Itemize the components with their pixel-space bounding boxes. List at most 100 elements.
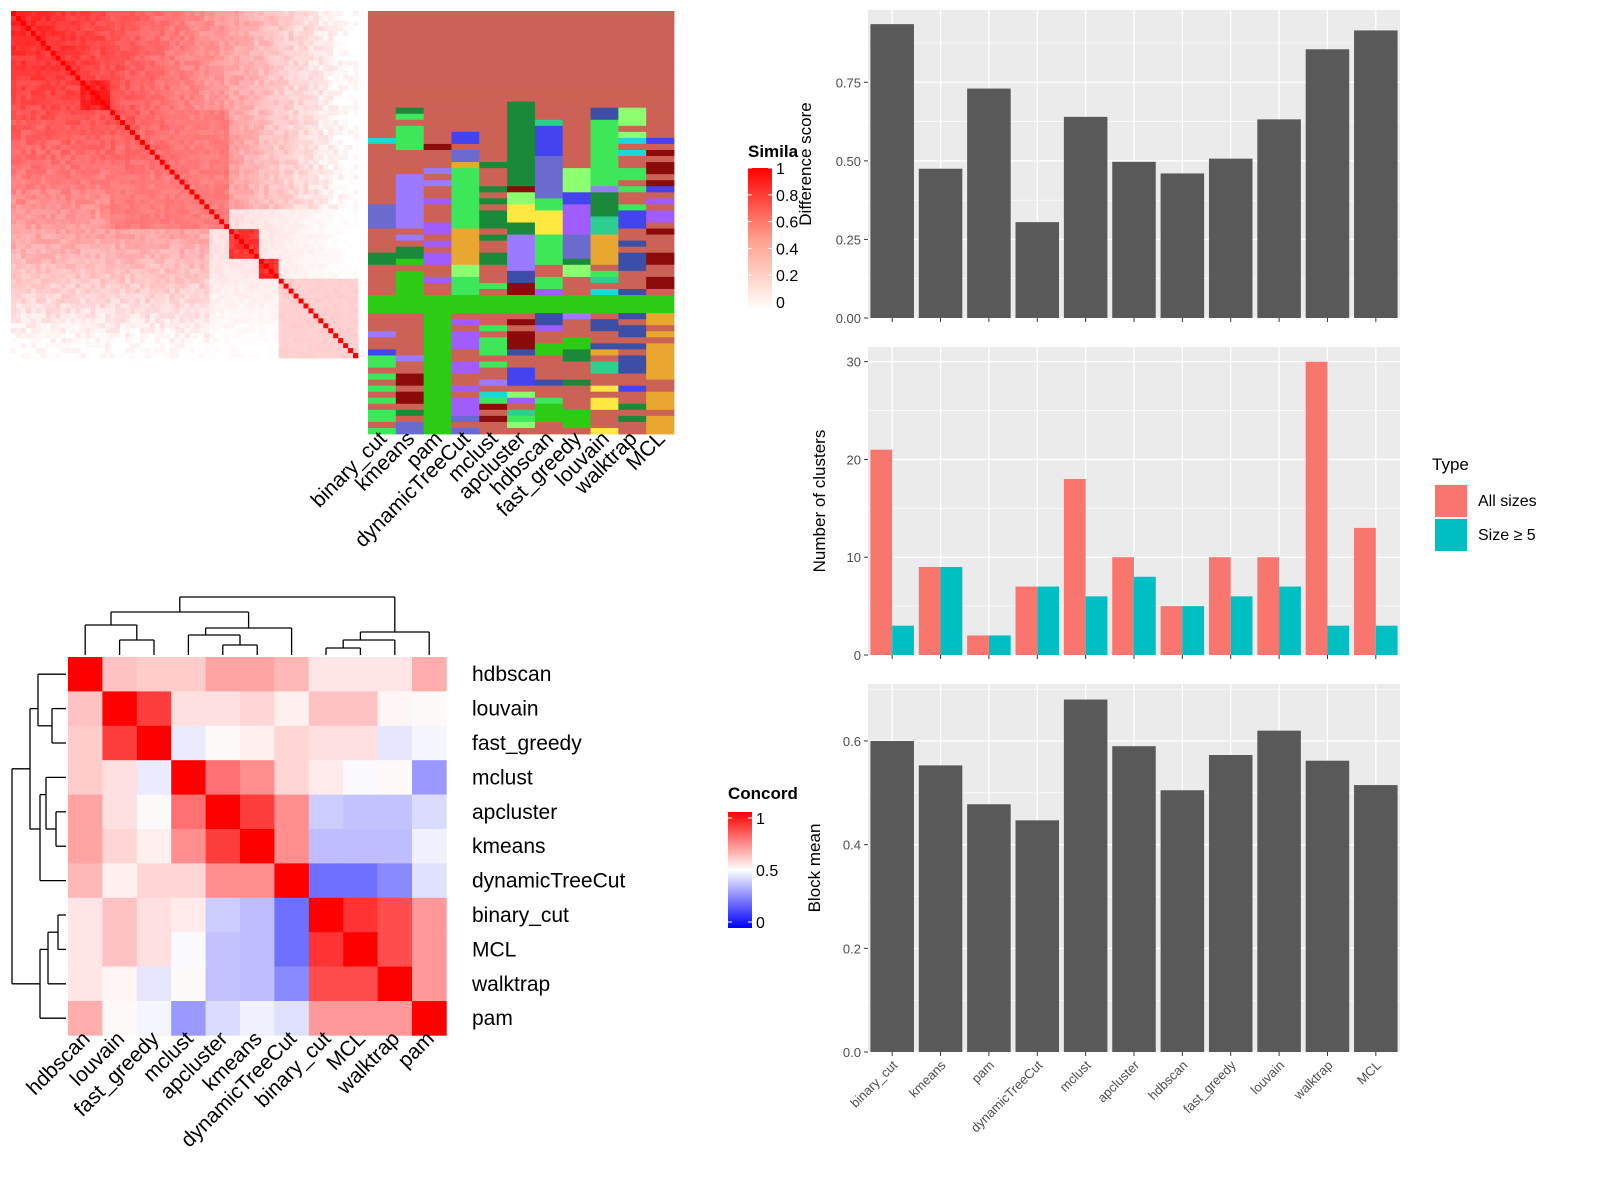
similarity-cell bbox=[248, 60, 255, 66]
similarity-cell bbox=[45, 65, 51, 71]
similarity-cell bbox=[303, 174, 309, 180]
similarity-cell bbox=[60, 50, 66, 56]
similarity-cell bbox=[144, 144, 151, 151]
similarity-cell bbox=[263, 318, 270, 324]
similarity-cell bbox=[338, 115, 344, 121]
similarity-cell bbox=[55, 343, 61, 349]
similarity-cell bbox=[318, 139, 324, 146]
similarity-cell bbox=[298, 11, 304, 17]
similarity-cell bbox=[308, 318, 314, 324]
similarity-cell bbox=[268, 45, 275, 51]
similarity-cell bbox=[179, 209, 185, 215]
similarity-cell bbox=[298, 110, 304, 116]
similarity-cell bbox=[239, 11, 245, 17]
similarity-cell bbox=[273, 318, 279, 324]
similarity-cell bbox=[50, 100, 56, 106]
similarity-cell bbox=[125, 134, 131, 141]
similarity-cell bbox=[134, 194, 141, 200]
similarity-cell bbox=[353, 184, 359, 190]
similarity-cell bbox=[253, 134, 260, 141]
similarity-cell bbox=[110, 263, 116, 270]
similarity-cell bbox=[209, 125, 215, 131]
similarity-cell bbox=[293, 313, 299, 319]
similarity-cell bbox=[253, 353, 260, 359]
similarity-cell bbox=[199, 105, 205, 111]
similarity-cell bbox=[159, 90, 165, 96]
similarity-cell bbox=[318, 293, 324, 299]
similarity-cell bbox=[239, 30, 245, 37]
similarity-cell bbox=[338, 174, 344, 180]
similarity-cell bbox=[164, 258, 170, 265]
similarity-cell bbox=[224, 338, 230, 344]
similarity-cell bbox=[288, 224, 294, 230]
similarity-cell bbox=[20, 85, 27, 91]
similarity-cell bbox=[308, 110, 314, 116]
similarity-cell bbox=[219, 323, 225, 329]
similarity-cell bbox=[263, 278, 270, 284]
similarity-cell bbox=[263, 154, 270, 161]
similarity-cell bbox=[234, 318, 240, 324]
similarity-cell bbox=[229, 55, 235, 61]
similarity-cell bbox=[308, 90, 314, 96]
similarity-cell bbox=[189, 50, 195, 56]
similarity-cell bbox=[149, 125, 156, 131]
similarity-cell bbox=[105, 243, 111, 250]
similarity-cell bbox=[45, 323, 51, 329]
similarity-cell bbox=[50, 209, 56, 215]
similarity-cell bbox=[115, 184, 121, 190]
similarity-cell bbox=[100, 110, 106, 116]
similarity-cell bbox=[11, 204, 17, 210]
similarity-cell bbox=[283, 105, 289, 111]
similarity-cell bbox=[35, 214, 42, 220]
similarity-cell bbox=[125, 248, 131, 255]
similarity-cell bbox=[139, 308, 146, 314]
similarity-cell bbox=[80, 343, 86, 349]
similarity-cell bbox=[239, 85, 245, 91]
similarity-cell bbox=[298, 189, 304, 195]
similarity-cell bbox=[60, 303, 66, 309]
similarity-cell bbox=[65, 253, 71, 260]
similarity-cell bbox=[159, 199, 165, 205]
similarity-cell bbox=[11, 298, 17, 304]
similarity-cell bbox=[308, 80, 314, 86]
similarity-cell bbox=[278, 283, 284, 289]
similarity-cell bbox=[239, 125, 245, 131]
similarity-cell bbox=[15, 174, 22, 180]
similarity-cell bbox=[194, 110, 200, 116]
similarity-cell bbox=[204, 353, 210, 359]
similarity-cell bbox=[189, 70, 195, 76]
similarity-cell bbox=[45, 184, 51, 190]
similarity-cell bbox=[90, 45, 96, 51]
similarity-cell bbox=[343, 343, 349, 349]
similarity-cell bbox=[273, 174, 279, 180]
similarity-cell bbox=[308, 35, 314, 42]
similarity-cell bbox=[45, 214, 51, 220]
similarity-cell bbox=[25, 11, 32, 17]
similarity-cell bbox=[95, 229, 101, 235]
similarity-cell bbox=[105, 65, 111, 71]
similarity-cell bbox=[189, 115, 195, 121]
similarity-cell bbox=[55, 15, 61, 22]
similarity-cell bbox=[338, 70, 344, 76]
similarity-cell bbox=[278, 303, 284, 309]
similarity-cell bbox=[110, 219, 116, 225]
similarity-cell bbox=[273, 60, 279, 66]
similarity-cell bbox=[70, 243, 76, 250]
similarity-cell bbox=[154, 199, 161, 205]
similarity-cell bbox=[50, 268, 56, 275]
similarity-cell bbox=[353, 95, 359, 101]
similarity-cell bbox=[204, 179, 210, 185]
similarity-cell bbox=[343, 194, 349, 200]
similarity-cell bbox=[239, 353, 245, 359]
similarity-cell bbox=[15, 343, 22, 349]
similarity-cell bbox=[253, 115, 260, 121]
similarity-cell bbox=[20, 95, 27, 101]
similarity-cell bbox=[35, 199, 42, 205]
similarity-cell bbox=[303, 353, 309, 359]
similarity-cell bbox=[214, 95, 220, 101]
similarity-cell bbox=[85, 253, 91, 260]
similarity-cell bbox=[234, 115, 240, 121]
similarity-cell bbox=[303, 209, 309, 215]
similarity-cell bbox=[288, 343, 294, 349]
similarity-cell bbox=[194, 20, 200, 27]
